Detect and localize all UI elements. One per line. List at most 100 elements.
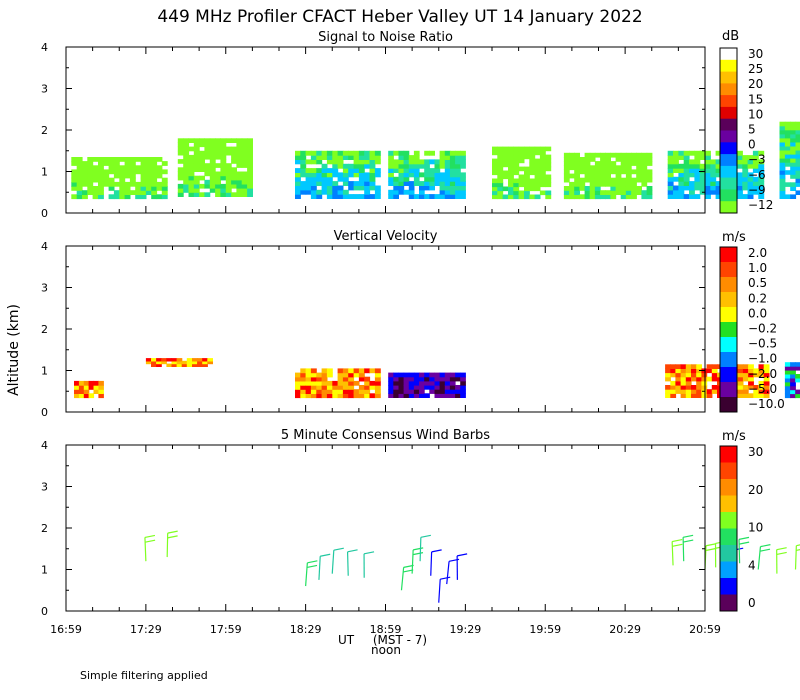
heatmap-cell [449, 172, 456, 178]
heatmap-cell [374, 159, 381, 165]
heatmap-cell [699, 163, 706, 169]
wind-barb [456, 553, 468, 580]
heatmap-cell [388, 389, 394, 394]
heatmap-cell [305, 150, 312, 156]
heatmap-cell [183, 163, 190, 168]
heatmap-cell [711, 376, 718, 382]
heatmap-cell [193, 179, 200, 185]
heatmap-cell [236, 179, 243, 185]
heatmap-cell [646, 152, 653, 158]
wind-barb [430, 549, 442, 576]
heatmap-cell [449, 150, 456, 156]
x-tick-label: 17:59 [210, 623, 242, 636]
heatmap-cell [545, 174, 552, 180]
heatmap-cell [337, 150, 344, 156]
heatmap-cell [310, 181, 317, 186]
heatmap-cell [92, 157, 99, 162]
heatmap-cell [353, 389, 360, 394]
heatmap-cell [513, 146, 520, 152]
heatmap-cell [683, 150, 690, 156]
heatmap-cell [502, 162, 509, 168]
y-tick-label: 0 [41, 605, 48, 618]
heatmap-cell [569, 152, 575, 158]
heatmap-cell [316, 168, 323, 173]
heatmap-cell [439, 159, 446, 165]
heatmap-cell [784, 393, 791, 399]
heatmap-cell [92, 165, 99, 171]
heatmap-cell [636, 161, 642, 166]
colorbar-swatch [720, 71, 737, 84]
heatmap-cell [193, 188, 200, 193]
heatmap-cell [151, 358, 157, 362]
heatmap-cell [388, 150, 394, 156]
heatmap-cell [790, 125, 797, 131]
heatmap-cell [574, 181, 580, 187]
heatmap-cell [605, 169, 611, 175]
heatmap-cell [683, 172, 690, 178]
heatmap-cell [113, 169, 120, 175]
heatmap-cell [408, 372, 415, 378]
heatmap-cell [398, 181, 405, 186]
heatmap-cell [790, 145, 797, 151]
heatmap-cell [247, 138, 253, 143]
wind-barb [318, 553, 331, 580]
heatmap-cell [393, 163, 399, 169]
heatmap-cell [678, 176, 685, 182]
heatmap-cell [247, 175, 253, 181]
y-tick-label: 3 [41, 83, 48, 96]
heatmap-cell [524, 178, 530, 184]
heatmap-cell [403, 372, 410, 378]
heatmap-cell [689, 150, 695, 156]
heatmap-cell [694, 185, 701, 191]
barb-feather [759, 548, 771, 552]
heatmap-cell [295, 194, 301, 199]
heatmap-cell [82, 190, 88, 195]
heatmap-cell [589, 169, 596, 175]
heatmap-cell [605, 190, 611, 195]
heatmap-cell [419, 163, 425, 169]
heatmap-cell [183, 142, 190, 148]
heatmap-cell [784, 141, 791, 147]
heatmap-cell [795, 393, 800, 399]
heatmap-cell [737, 185, 743, 191]
colorbar-swatch [720, 292, 737, 308]
heatmap-cell [204, 183, 211, 189]
heatmap-cell [673, 150, 679, 156]
heatmap-cell [699, 150, 706, 156]
heatmap-cell [92, 190, 99, 195]
heatmap-cell [434, 176, 441, 182]
heatmap-cell [388, 194, 394, 199]
heatmap-cell [98, 165, 104, 171]
heatmap-cell [706, 376, 713, 382]
heatmap-cell [625, 181, 632, 187]
heatmap-cell [683, 155, 690, 160]
barb-feather [672, 538, 683, 543]
heatmap-cell [129, 173, 136, 179]
heatmap-cell [492, 190, 498, 196]
colorbar-tick-label: −12 [748, 198, 773, 212]
heatmap-cell [393, 189, 399, 195]
heatmap-cell [790, 166, 797, 171]
heatmap-cell [758, 172, 765, 178]
heatmap-cell [364, 181, 371, 186]
heatmap-cell [790, 141, 797, 147]
heatmap-cell [701, 385, 708, 390]
heatmap-cell [236, 175, 243, 181]
heatmap-cell [678, 163, 685, 169]
heatmap-cell [247, 179, 253, 185]
heatmap-cell [374, 172, 381, 178]
heatmap-cell [584, 190, 591, 195]
heatmap-cell [460, 372, 466, 378]
heatmap-cell [685, 389, 692, 394]
heatmap-cell [87, 173, 94, 179]
heatmap-cell [449, 185, 456, 191]
heatmap-cell [300, 393, 307, 399]
heatmap-cell [348, 168, 355, 173]
heatmap-cell [685, 385, 692, 390]
heatmap-cell [444, 189, 451, 195]
heatmap-cell [215, 183, 221, 189]
heatmap-cell [747, 172, 754, 178]
heatmap-cell [620, 190, 627, 195]
heatmap-cell [625, 177, 632, 183]
heatmap-cell [539, 166, 546, 172]
